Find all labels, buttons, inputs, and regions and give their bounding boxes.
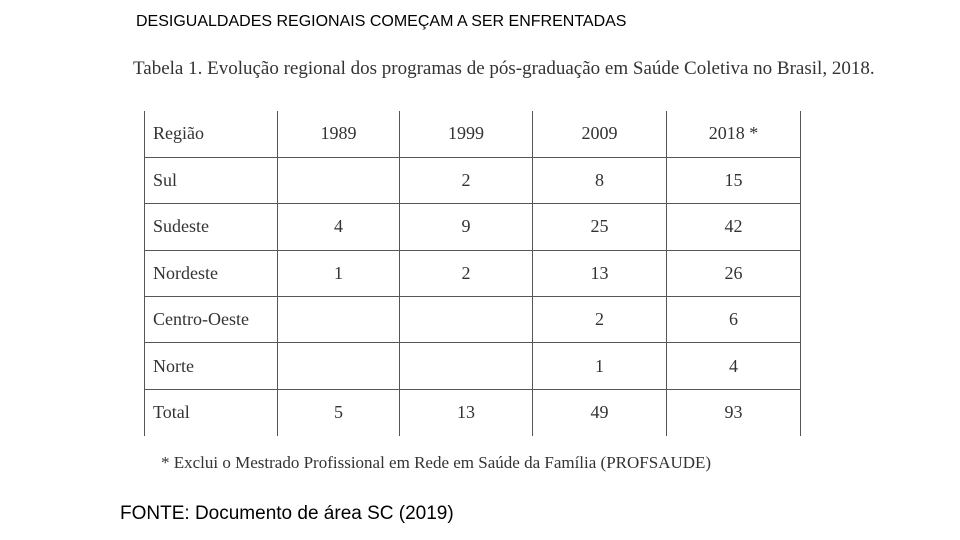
value-cell-1999: 2	[399, 156, 533, 205]
value-cell-2009: 13	[532, 249, 667, 298]
value-cell-1999: 13	[399, 388, 533, 436]
slide-title: DESIGUALDADES REGIONAIS COMEÇAM A SER EN…	[136, 13, 627, 30]
value-cell-1999	[399, 342, 533, 390]
table-row-sul: Sul 2 8 15	[144, 156, 801, 205]
table-header-row: Região 1989 1999 2009 2018 *	[144, 111, 801, 158]
table-caption: Tabela 1. Evolução regional dos programa…	[133, 58, 875, 79]
header-cell-2018: 2018 *	[666, 111, 801, 158]
region-cell: Nordeste	[144, 249, 278, 298]
region-cell: Total	[144, 388, 278, 436]
header-cell-2009: 2009	[532, 111, 667, 158]
region-cell: Sudeste	[144, 203, 278, 251]
value-cell-1989: 5	[277, 388, 400, 436]
value-cell-2018: 4	[666, 342, 801, 390]
data-table: Região 1989 1999 2009 2018 * Sul 2 8 15 …	[144, 111, 801, 436]
region-cell: Sul	[144, 156, 278, 205]
value-cell-1989: 4	[277, 203, 400, 251]
header-cell-region: Região	[144, 111, 278, 158]
value-cell-2009: 49	[532, 388, 667, 436]
table-footnote: * Exclui o Mestrado Profissional em Rede…	[161, 453, 712, 472]
value-cell-2018: 6	[666, 296, 801, 344]
table-row-norte: Norte 1 4	[144, 342, 801, 390]
value-cell-1999: 9	[399, 203, 533, 251]
value-cell-2009: 1	[532, 342, 667, 390]
table-row-centro-oeste: Centro-Oeste 2 6	[144, 296, 801, 344]
value-cell-1989	[277, 156, 400, 205]
region-cell: Centro-Oeste	[144, 296, 278, 344]
header-cell-1999: 1999	[399, 111, 533, 158]
value-cell-1989	[277, 342, 400, 390]
value-cell-2009: 8	[532, 156, 667, 205]
value-cell-2018: 42	[666, 203, 801, 251]
value-cell-2018: 93	[666, 388, 801, 436]
table-row-nordeste: Nordeste 1 2 13 26	[144, 249, 801, 298]
source-citation: FONTE: Documento de área SC (2019)	[120, 503, 454, 524]
header-cell-1989: 1989	[277, 111, 400, 158]
value-cell-1999: 2	[399, 249, 533, 298]
value-cell-2018: 15	[666, 156, 801, 205]
value-cell-1999	[399, 296, 533, 344]
table-row-sudeste: Sudeste 4 9 25 42	[144, 203, 801, 251]
region-cell: Norte	[144, 342, 278, 390]
table-row-total: Total 5 13 49 93	[144, 388, 801, 436]
value-cell-1989: 1	[277, 249, 400, 298]
value-cell-2018: 26	[666, 249, 801, 298]
value-cell-1989	[277, 296, 400, 344]
value-cell-2009: 2	[532, 296, 667, 344]
value-cell-2009: 25	[532, 203, 667, 251]
